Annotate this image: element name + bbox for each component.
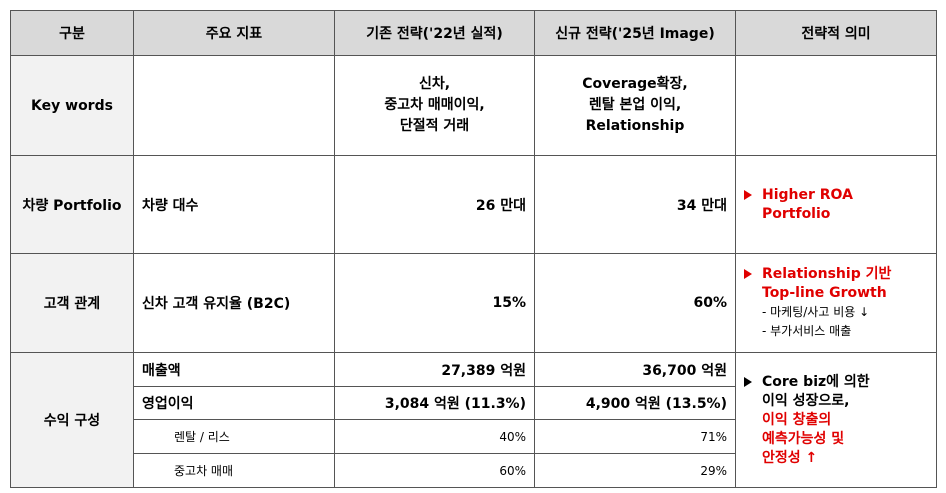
text: Relationship [585,118,685,134]
cell: Coverage확장, 렌탈 본업 이익, Relationship [534,55,736,156]
text: Relationship 기반 [762,266,892,282]
header-cell: 기존 전략('22년 실적) [334,10,535,56]
meaning: Higher ROA Portfolio [735,155,937,254]
text: 예측가능성 및 [762,430,845,447]
indicator: 매출액 [133,352,335,387]
value: 4,900 억원 (13.5%) [534,386,736,420]
row: 렌탈 / 리스 40% 71% [11,419,937,454]
header-cell: 전략적 의미 [735,10,937,56]
note: - 마케팅/사고 비용 ↓ [762,305,870,319]
meaning: Relationship 기반 Top-line Growth - 마케팅/사고 비… [735,253,937,353]
text: 안정성 ↑ [762,449,818,466]
value: 29% [534,453,736,488]
text: 이익 성장으로, [762,392,850,409]
header-row: 구분 주요 지표 기존 전략('22년 실적) 신규 전략('25년 Image… [10,10,937,56]
value: 34 만대 [534,155,736,254]
value: 60% [334,453,535,488]
indicator: 렌탈 / 리스 [133,419,335,454]
indicator: 신차 고객 유지율 (B2C) [133,253,335,353]
category: 차량 Portfolio [10,155,134,254]
row: 차량 Portfolio 차량 대수 26 만대 34 만대 Higher RO… [10,155,937,254]
text: Higher ROA [762,186,853,203]
bullet [744,376,752,387]
text: Portfolio [762,205,831,222]
indicator: 차량 대수 [133,155,335,254]
note: - 부가서비스 매출 [762,324,852,338]
text: 단절적 거래 [399,118,470,134]
row: 수익 구성 매출액 27,389 억원 36,700 억원 Core biz에 … [10,352,937,488]
row: 고객 관계 신차 고객 유지율 (B2C) 15% 60% Relationsh… [10,253,937,353]
header-cell: 구분 [10,10,134,56]
header-cell: 주요 지표 [133,10,335,56]
cell [133,55,335,156]
category: Key words [10,55,134,156]
cell [735,55,937,156]
indicator: 영업이익 [133,386,335,420]
bullet [744,269,752,279]
value: 60% [534,253,736,353]
category: 고객 관계 [10,253,134,353]
header-cell: 신규 전략('25년 Image) [534,10,736,56]
strategy-table: 구분 주요 지표 기존 전략('22년 실적) 신규 전략('25년 Image… [10,10,937,488]
text: 신차, [418,76,451,92]
bullet [744,189,752,200]
cell: 신차, 중고차 매매이익, 단절적 거래 [334,55,535,156]
value: 40% [334,419,535,454]
text: Top-line Growth [762,285,887,301]
value: 3,084 억원 (11.3%) [334,386,535,420]
text: 중고차 매매이익, [384,97,485,113]
text: Core biz에 의한 [762,373,870,390]
indicator: 중고차 매매 [133,453,335,488]
value: 26 만대 [334,155,535,254]
value: 27,389 억원 [334,352,535,387]
row: Key words 신차, 중고차 매매이익, 단절적 거래 Coverage확장,… [10,55,937,156]
value: 36,700 억원 [534,352,736,387]
value: 15% [334,253,535,353]
row: 중고차 매매 60% 29% [11,453,937,488]
text: Coverage확장, [582,76,688,92]
category: 수익 구성 [10,352,134,488]
value: 71% [534,419,736,454]
text: 이익 창출의 [762,411,832,428]
row: 영업이익 3,084 억원 (11.3%) 4,900 억원 (13.5%) [11,386,937,420]
text: 렌탈 본업 이익, [588,97,682,113]
